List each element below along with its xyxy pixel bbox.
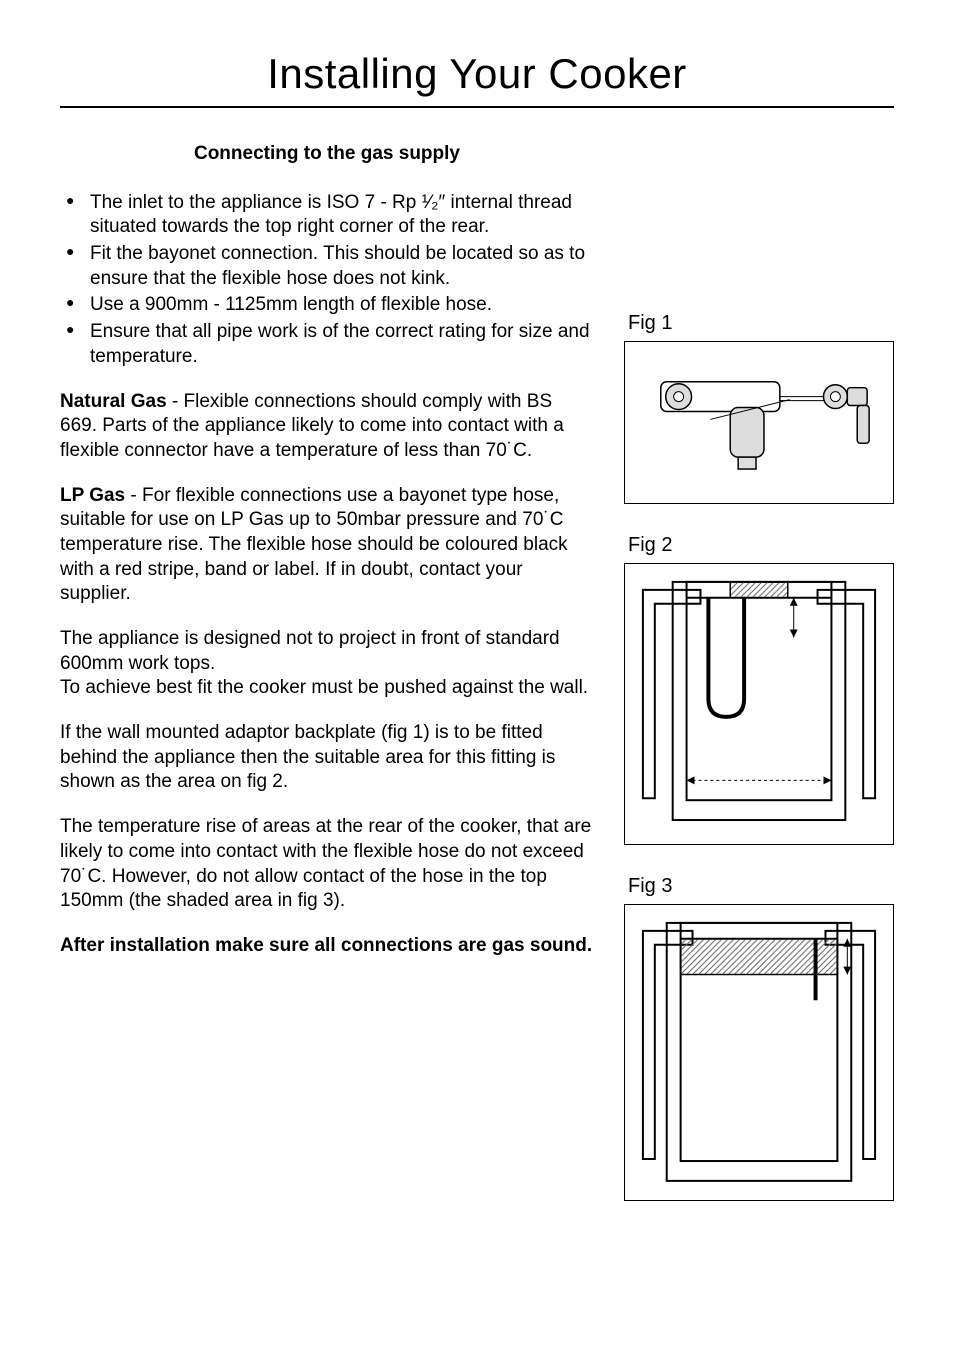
figure-2: Fig 2 [624,534,894,845]
page: Installing Your Cooker Connecting to the… [0,0,954,1354]
backplate-para: If the wall mounted adaptor backplate (f… [60,721,594,795]
bullet-list: The inlet to the appliance is ISO 7 - Rp… [60,191,594,370]
left-column: Connecting to the gas supply The inlet t… [60,142,594,1231]
right-column: Fig 1 [624,142,894,1231]
fig2-label: Fig 2 [624,534,894,557]
fig2-svg [631,570,887,838]
fig3-svg [631,911,887,1194]
sub-heading: Connecting to the gas supply [60,142,594,167]
natural-gas-para: Natural Gas - Flexible connections shoul… [60,390,594,464]
lp-gas-para: LP Gas - For flexible connections use a … [60,484,594,607]
lp-gas-text: - For flexible connections use a bayonet… [60,485,568,605]
lp-gas-label: LP Gas [60,485,125,506]
fig3-label: Fig 3 [624,875,894,898]
fig1-svg [631,348,887,497]
worktop-line2: To achieve best fit the cooker must be p… [60,677,588,698]
fig2-box [624,563,894,845]
bullet-item: Fit the bayonet connection. This should … [60,242,594,291]
figure-1: Fig 1 [624,312,894,504]
final-warning: After installation make sure all connect… [60,934,594,959]
page-title: Installing Your Cooker [60,50,894,108]
bullet-item: The inlet to the appliance is ISO 7 - Rp… [60,191,594,240]
fig1-label: Fig 1 [624,312,894,335]
content-row: Connecting to the gas supply The inlet t… [60,142,894,1231]
fig1-box [624,341,894,504]
figure-3: Fig 3 [624,875,894,1201]
worktop-para: The appliance is designed not to project… [60,627,594,701]
bullet-item: Ensure that all pipe work is of the corr… [60,320,594,369]
worktop-line1: The appliance is designed not to project… [60,628,560,674]
natural-gas-label: Natural Gas [60,391,167,412]
fig3-box [624,904,894,1201]
bullet-item: Use a 900mm - 1125mm length of flexible … [60,293,594,318]
temperature-para: The temperature rise of areas at the rea… [60,815,594,914]
